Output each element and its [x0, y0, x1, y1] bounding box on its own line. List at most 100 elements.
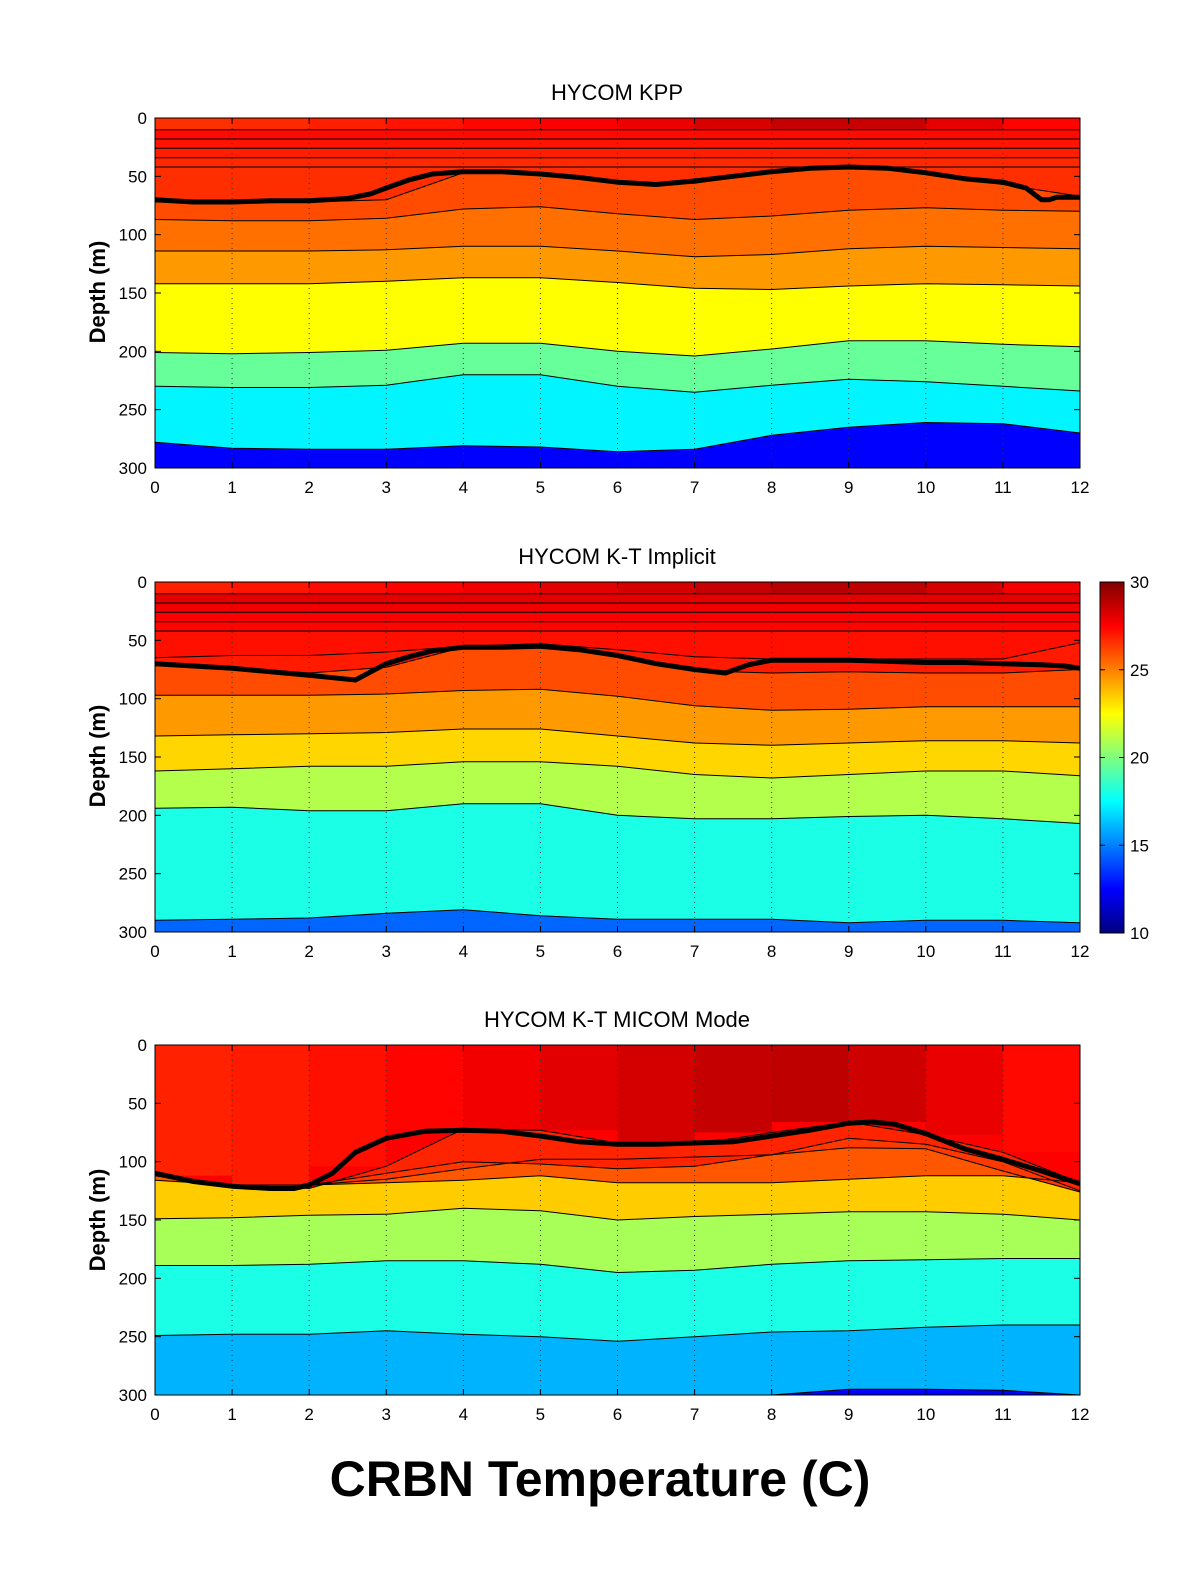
x-tick-label: 0 — [150, 942, 159, 961]
x-tick-label: 11 — [994, 478, 1012, 497]
x-tick-label: 9 — [844, 1405, 853, 1424]
x-tick-label: 0 — [150, 1405, 159, 1424]
colorbar: 10 15 20 25 30 — [1099, 573, 1149, 943]
surface-cell — [771, 118, 849, 130]
y-tick-label: 50 — [128, 631, 147, 650]
x-tick-label: 9 — [844, 942, 853, 961]
x-tick-label: 6 — [613, 478, 622, 497]
layer-interface-line — [155, 1258, 1080, 1274]
panel-title: HYCOM K-T Implicit — [518, 544, 716, 569]
x-tick-label: 1 — [227, 942, 236, 961]
layer-interface-line — [155, 421, 1080, 453]
surface-cell — [540, 582, 618, 594]
surface-cell — [540, 118, 618, 130]
x-tick-label: 4 — [459, 1405, 468, 1424]
layer-interface-line — [155, 1324, 1080, 1342]
x-tick-label: 7 — [690, 1405, 699, 1424]
surface-cell — [386, 1045, 464, 1129]
mixed-layer-depth-line — [155, 1119, 1080, 1191]
colorbar-tick-label: 20 — [1130, 749, 1149, 768]
surface-cell — [771, 582, 849, 594]
surface-cell — [232, 118, 310, 130]
layer-interface-line — [155, 803, 1080, 824]
x-tick-label: 4 — [459, 478, 468, 497]
y-tick-label: 100 — [119, 226, 147, 245]
y-tick-label: 100 — [119, 690, 147, 709]
y-tick-label: 150 — [119, 284, 147, 303]
x-tick-label: 12 — [1071, 478, 1090, 497]
surface-cell — [386, 118, 464, 130]
surface-cell — [694, 118, 772, 130]
y-tick-label: 250 — [119, 865, 147, 884]
panel-title: HYCOM K-T MICOM Mode — [484, 1007, 750, 1032]
surface-cell — [694, 1045, 772, 1133]
surface-cell — [1002, 118, 1080, 130]
x-tick-label: 2 — [304, 942, 313, 961]
surface-cell — [155, 118, 233, 130]
surface-cell — [694, 582, 772, 594]
y-tick-label: 250 — [119, 1328, 147, 1347]
surface-cell — [617, 118, 695, 130]
x-tick-label: 3 — [382, 1405, 391, 1424]
surface-cell — [155, 1045, 233, 1176]
y-tick-label: 100 — [119, 1153, 147, 1172]
y-tick-label: 200 — [119, 342, 147, 361]
panel-hycom-kpp: HYCOM KPP Depth (m) 0 1 2 3 4 5 6 7 8 9 10 11 120501… — [85, 80, 1089, 497]
y-tick-label: 50 — [128, 167, 147, 186]
colorbar-tick-label: 15 — [1130, 836, 1149, 855]
x-tick-label: 10 — [916, 1405, 935, 1424]
layer-interface-line — [155, 688, 1080, 711]
y-tick-label: 250 — [119, 401, 147, 420]
x-tick-label: 10 — [916, 478, 935, 497]
y-axis-label: Depth (m) — [85, 1169, 110, 1272]
x-tick-label: 1 — [227, 1405, 236, 1424]
x-tick-label: 8 — [767, 478, 776, 497]
x-tick-label: 0 — [150, 478, 159, 497]
x-tick-label: 7 — [690, 478, 699, 497]
surface-cell — [848, 118, 926, 130]
y-tick-label: 300 — [119, 1386, 147, 1405]
x-tick-label: 10 — [916, 942, 935, 961]
x-tick-label: 7 — [690, 942, 699, 961]
x-tick-label: 2 — [304, 1405, 313, 1424]
mixed-layer-depth-line — [155, 164, 1080, 205]
surface-cell — [1002, 1045, 1080, 1153]
x-tick-label: 11 — [994, 1405, 1012, 1424]
surface-cell — [925, 118, 1003, 130]
panel-title: HYCOM KPP — [551, 80, 683, 105]
surface-cell — [386, 582, 464, 594]
y-tick-label: 300 — [119, 923, 147, 942]
x-tick-label: 1 — [227, 478, 236, 497]
surface-cell — [617, 1045, 695, 1143]
x-tick-label: 5 — [536, 1405, 545, 1424]
x-tick-label: 8 — [767, 942, 776, 961]
surface-cell — [925, 1045, 1003, 1135]
surface-cell — [232, 1045, 310, 1185]
x-tick-label: 12 — [1071, 942, 1090, 961]
x-tick-label: 5 — [536, 478, 545, 497]
x-tick-label: 3 — [382, 942, 391, 961]
surface-cell — [232, 582, 310, 594]
x-tick-label: 4 — [459, 942, 468, 961]
surface-cell — [155, 582, 233, 594]
layer-interface-line — [155, 728, 1080, 746]
surface-cell — [848, 582, 926, 594]
layer-interface-line — [155, 642, 1080, 660]
surface-cell — [540, 1045, 618, 1131]
colorbar-ticks: 10 15 20 25 30 — [1100, 573, 1149, 943]
y-tick-label: 150 — [119, 1211, 147, 1230]
layer-interface-line — [155, 340, 1080, 357]
y-tick-label: 200 — [119, 1269, 147, 1288]
surface-cell — [463, 118, 541, 130]
x-tick-label: 5 — [536, 942, 545, 961]
layer-interface-line — [155, 761, 1080, 779]
x-tick-label: 6 — [613, 1405, 622, 1424]
x-tick-label: 3 — [382, 478, 391, 497]
y-tick-label: 300 — [119, 459, 147, 478]
surface-cell — [771, 1045, 849, 1122]
